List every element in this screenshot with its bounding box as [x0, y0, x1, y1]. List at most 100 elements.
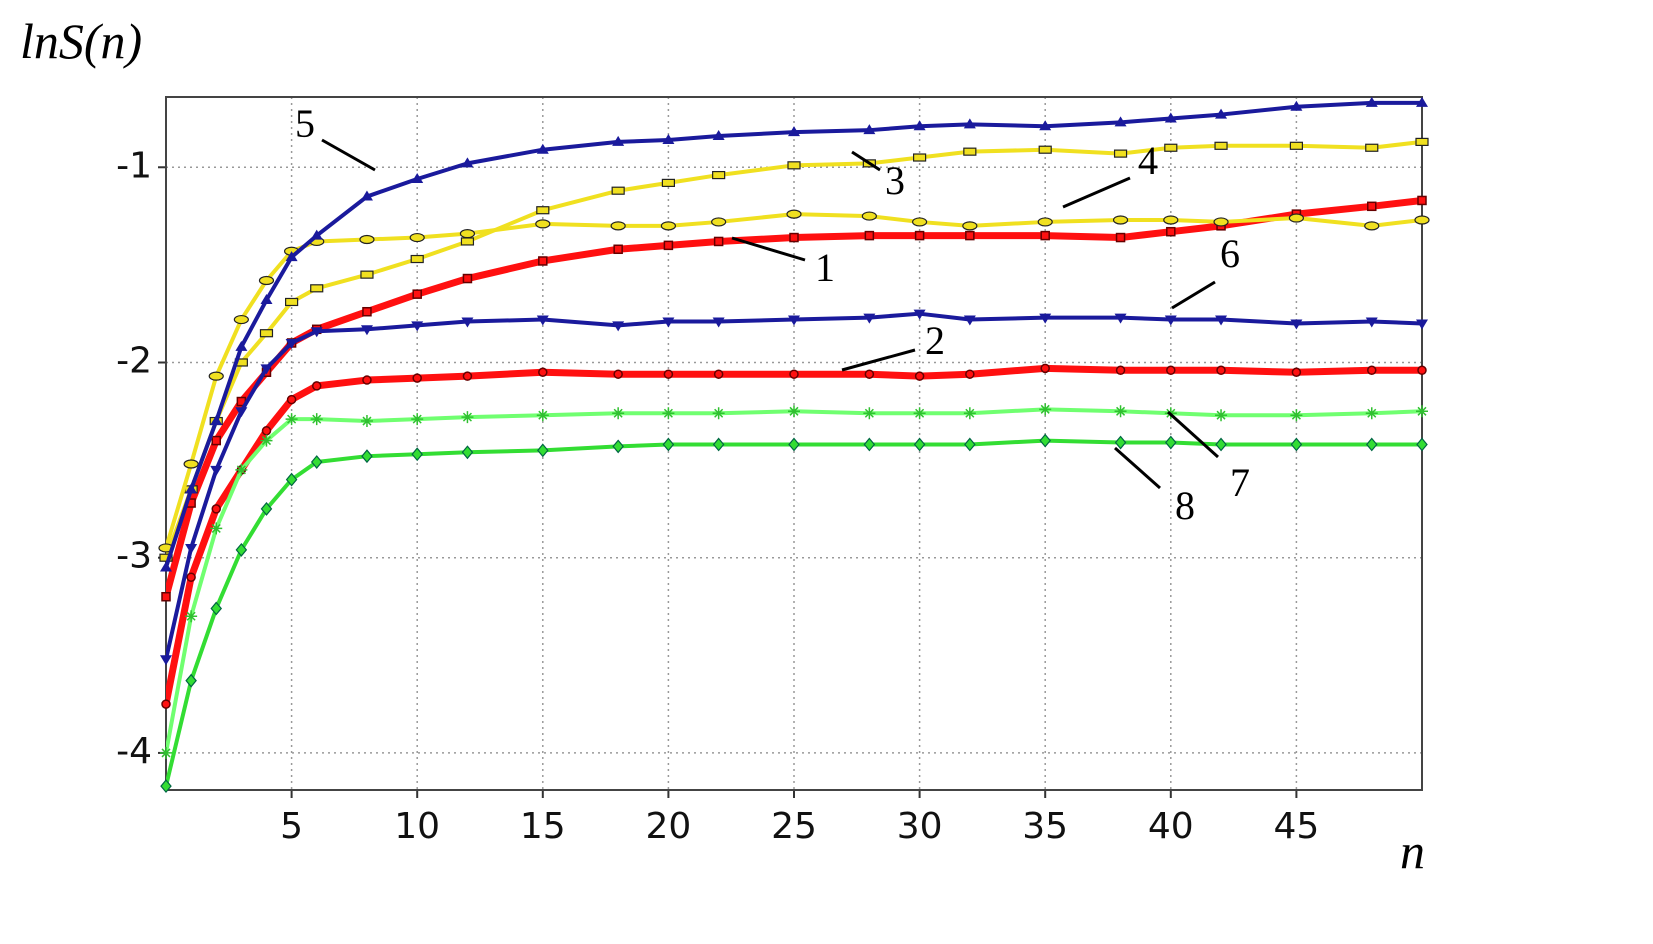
marker [235, 542, 248, 557]
marker [1039, 433, 1051, 448]
marker [861, 211, 877, 221]
marker [1164, 315, 1177, 326]
leader-line [731, 236, 806, 262]
marker [410, 254, 424, 264]
marker [712, 130, 725, 141]
marker [1039, 120, 1052, 131]
marker [1367, 365, 1377, 376]
marker [185, 610, 198, 623]
marker [183, 459, 199, 469]
marker [260, 294, 273, 305]
y-tick-label: -2 [116, 340, 152, 381]
marker [913, 120, 926, 131]
marker [1165, 435, 1177, 450]
marker [1163, 215, 1179, 225]
marker [462, 371, 473, 381]
marker [1113, 149, 1128, 158]
marker [661, 178, 676, 187]
marker [1166, 365, 1176, 376]
marker [160, 779, 172, 794]
marker [1215, 437, 1227, 452]
marker [963, 407, 976, 420]
series-label: 2 [925, 318, 945, 363]
marker [662, 133, 675, 144]
marker [1040, 230, 1050, 241]
marker [310, 284, 324, 293]
marker [536, 315, 549, 326]
marker [713, 369, 724, 379]
marker [233, 314, 249, 325]
marker [863, 407, 876, 420]
x-tick-label: 35 [1022, 806, 1068, 847]
marker [1215, 409, 1228, 422]
marker [258, 275, 275, 286]
marker [285, 297, 299, 307]
marker [261, 426, 272, 436]
marker [235, 340, 248, 351]
x-tick-label: 10 [394, 806, 440, 847]
marker [285, 338, 298, 349]
marker [712, 437, 725, 452]
marker [788, 437, 800, 452]
marker [1289, 141, 1304, 150]
marker [963, 315, 976, 326]
marker [461, 445, 474, 460]
marker [211, 435, 221, 446]
marker [1290, 319, 1303, 330]
marker [660, 221, 677, 231]
marker [461, 317, 474, 328]
marker [1214, 141, 1228, 150]
marker [712, 317, 725, 328]
marker [161, 591, 171, 602]
marker [1215, 108, 1228, 119]
marker [1114, 116, 1127, 127]
marker [863, 124, 876, 135]
x-tick-label: 5 [280, 806, 303, 847]
marker [310, 327, 323, 338]
x-tick-label: 30 [897, 806, 943, 847]
marker [1416, 96, 1428, 107]
marker [662, 407, 675, 420]
marker [538, 256, 548, 266]
leader-line [851, 150, 881, 172]
marker [1365, 143, 1379, 152]
marker [1415, 137, 1429, 146]
marker [360, 270, 374, 279]
marker [160, 561, 172, 572]
marker [788, 315, 800, 326]
marker [662, 317, 675, 328]
marker [962, 221, 978, 231]
marker [311, 381, 322, 391]
marker [788, 405, 800, 418]
marker [1416, 319, 1428, 330]
series-label: 8 [1175, 483, 1195, 528]
marker [786, 209, 802, 219]
marker [359, 234, 375, 245]
marker [863, 313, 876, 324]
marker [613, 369, 623, 379]
marker [536, 206, 550, 215]
marker [1114, 313, 1127, 324]
marker [712, 170, 726, 180]
marker [1365, 437, 1378, 452]
marker [310, 413, 323, 426]
marker [1290, 409, 1303, 422]
marker [411, 172, 424, 183]
marker [285, 251, 298, 262]
marker [914, 230, 925, 241]
marker [1367, 201, 1377, 212]
marker [864, 369, 875, 379]
marker [864, 230, 875, 241]
marker [360, 325, 373, 336]
marker [612, 407, 625, 420]
marker [412, 373, 422, 383]
marker [1216, 365, 1226, 376]
x-tick-label: 20 [645, 806, 691, 847]
leader-line [1166, 410, 1220, 459]
marker [412, 289, 422, 299]
marker [711, 217, 727, 227]
marker [1039, 313, 1052, 324]
marker [537, 443, 549, 458]
marker [713, 236, 724, 247]
